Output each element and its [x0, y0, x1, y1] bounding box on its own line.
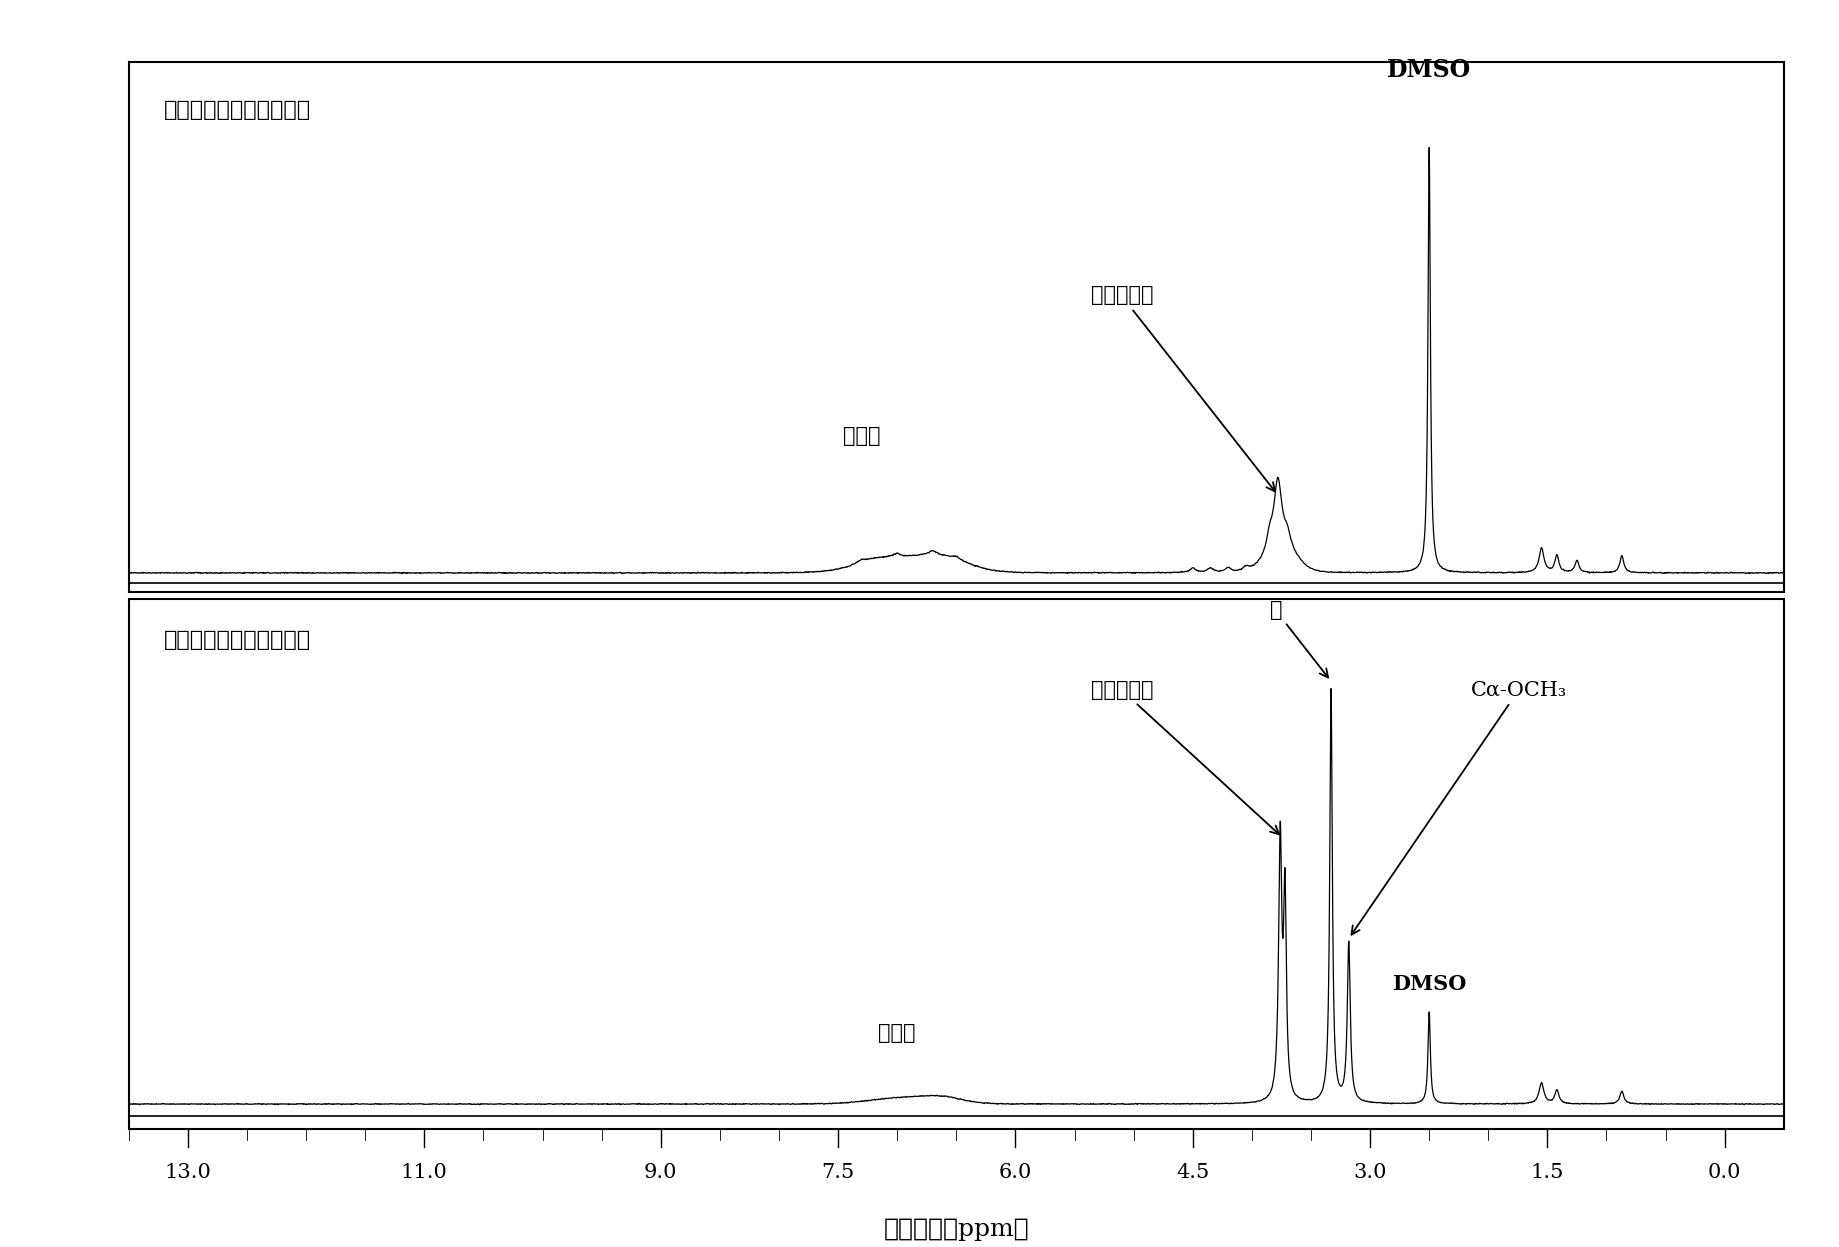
Text: 7.5: 7.5	[822, 1162, 855, 1182]
Text: 芳香甲氧基: 芳香甲氧基	[1091, 287, 1274, 491]
Text: 13.0: 13.0	[164, 1162, 211, 1182]
Text: 6.0: 6.0	[999, 1162, 1032, 1182]
Text: 1.5: 1.5	[1530, 1162, 1565, 1182]
Text: 芳香甲氧基: 芳香甲氧基	[1091, 681, 1280, 834]
Text: DMSO: DMSO	[1392, 974, 1466, 994]
Text: 11.0: 11.0	[401, 1162, 447, 1182]
Text: 麦草碌木质素（反应后）: 麦草碌木质素（反应后）	[164, 630, 311, 651]
Text: 麦草碌木质素（反应前）: 麦草碌木质素（反应前）	[164, 99, 311, 121]
Text: 3.0: 3.0	[1354, 1162, 1387, 1182]
Text: 芳香氢: 芳香氢	[879, 1024, 916, 1042]
Text: 4.5: 4.5	[1177, 1162, 1210, 1182]
Text: DMSO: DMSO	[1387, 57, 1471, 82]
Text: 水: 水	[1269, 601, 1328, 677]
Text: Cα-OCH₃: Cα-OCH₃	[1352, 681, 1567, 935]
Text: 化学位移（ppm）: 化学位移（ppm）	[883, 1218, 1030, 1241]
Text: 0.0: 0.0	[1708, 1162, 1742, 1182]
Text: 9.0: 9.0	[644, 1162, 677, 1182]
Text: 芳香氢: 芳香氢	[842, 428, 881, 446]
